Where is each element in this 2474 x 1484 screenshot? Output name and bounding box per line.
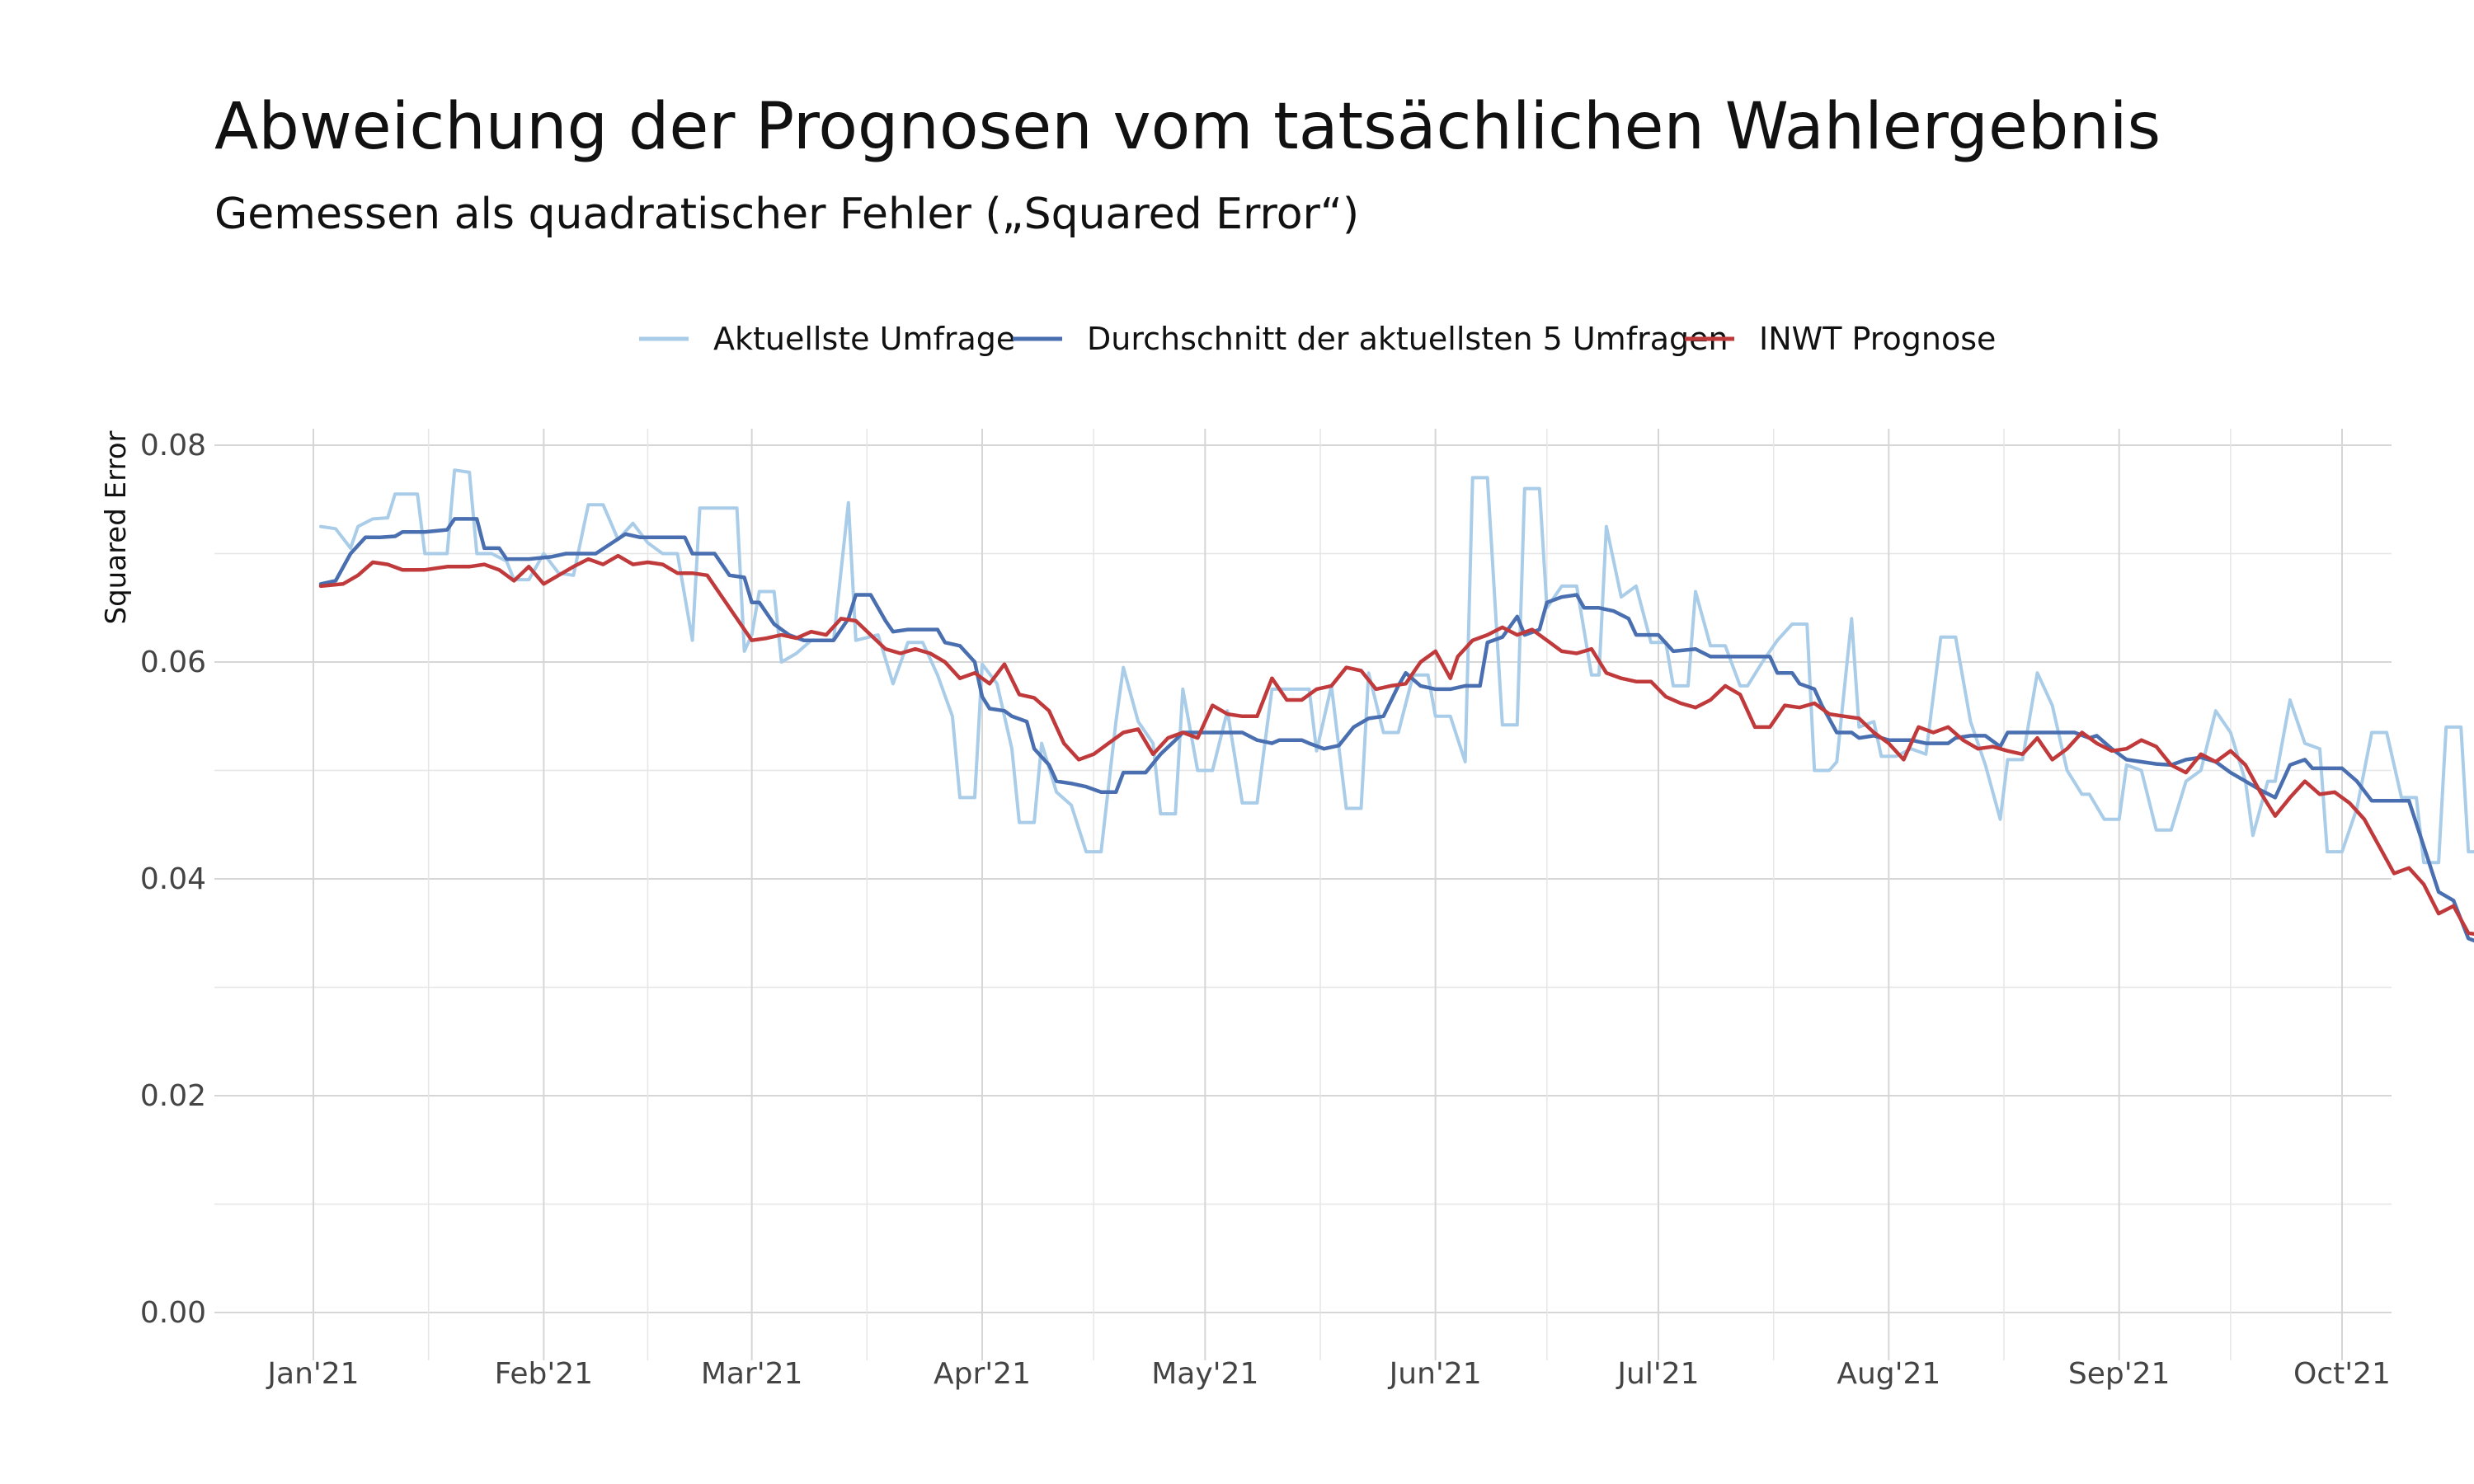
legend-item: Aktuellste Umfrage (639, 321, 1015, 357)
chart-subtitle: Gemessen als quadratischer Fehler („Squa… (214, 190, 1359, 239)
legend-item: Durchschnitt der aktuellsten 5 Umfragen (1013, 321, 1729, 357)
y-tick-label: 0.08 (140, 429, 206, 463)
x-tick-label: Apr'21 (934, 1357, 1031, 1391)
series-lines (318, 468, 2474, 943)
x-tick-label: Jul'21 (1616, 1357, 1699, 1391)
chart-title: Abweichung der Prognosen vom tatsächlich… (214, 90, 2161, 164)
grid (214, 429, 2392, 1360)
legend-label: Durchschnitt der aktuellsten 5 Umfragen (1087, 321, 1729, 357)
legend: Aktuellste Umfrage Durchschnitt der aktue… (639, 321, 1996, 357)
axes: 0.00 0.02 0.04 0.06 0.08 Jan'21 Feb'21 Mar'21 Ap… (140, 429, 2391, 1391)
x-tick-label: Jan'21 (266, 1357, 359, 1391)
legend-item: INWT Prognose (1685, 321, 1996, 357)
legend-label: INWT Prognose (1759, 321, 1996, 357)
y-tick-label: 0.02 (140, 1079, 206, 1113)
y-axis-title: Squared Error (100, 431, 133, 625)
y-tick-label: 0.00 (140, 1296, 206, 1330)
y-tick-label: 0.04 (140, 862, 206, 896)
x-tick-label: Sep'21 (2068, 1357, 2171, 1391)
x-tick-label: Aug'21 (1837, 1357, 1940, 1391)
series-line-2 (318, 517, 2474, 943)
x-tick-label: May'21 (1151, 1357, 1258, 1391)
y-tick-label: 0.06 (140, 646, 206, 679)
x-tick-label: Feb'21 (495, 1357, 593, 1391)
series-line-3 (318, 553, 2474, 937)
x-tick-label: Mar'21 (701, 1357, 803, 1391)
x-tick-label: Oct'21 (2293, 1357, 2391, 1391)
legend-label: Aktuellste Umfrage (713, 321, 1015, 357)
x-tick-label: Jun'21 (1388, 1357, 1482, 1391)
